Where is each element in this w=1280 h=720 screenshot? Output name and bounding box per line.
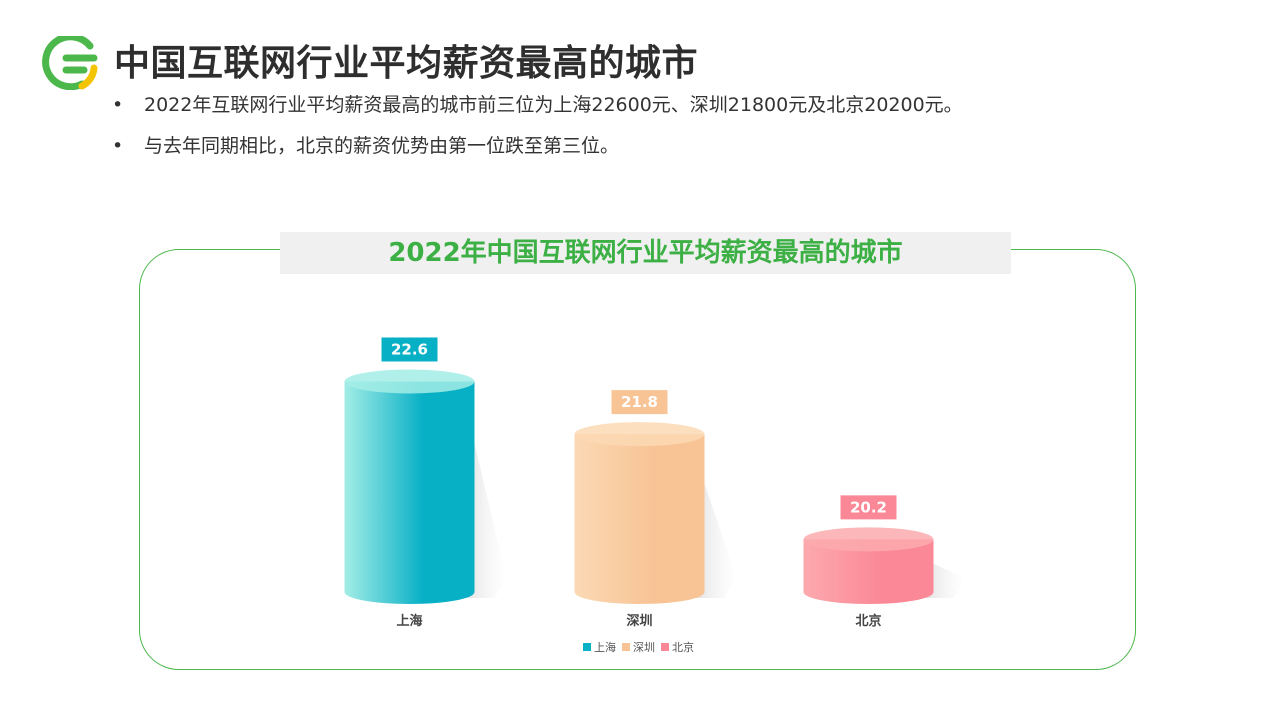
bar-top-上海 <box>344 369 475 394</box>
bar-top-深圳 <box>574 422 705 447</box>
legend-item: 北京 <box>661 640 694 654</box>
category-label: 深圳 <box>626 613 652 629</box>
bar-北京 <box>803 539 934 604</box>
bullet-dot: • <box>112 94 124 116</box>
bar-shadow <box>464 401 507 598</box>
bullet-text: 2022年互联网行业平均薪资最高的城市前三位为上海22600元、深圳21800元… <box>144 94 963 116</box>
bullet-item: • 与去年同期相比，北京的薪资优势由第一位跌至第三位。 <box>112 131 619 158</box>
legend-swatch <box>622 643 630 651</box>
data-label: 22.6 <box>391 340 428 358</box>
legend-label: 北京 <box>672 640 694 654</box>
legend-swatch <box>583 643 591 651</box>
category-label: 上海 <box>396 613 422 629</box>
chart-title: 2022年中国互联网行业平均薪资最高的城市 <box>280 232 1011 274</box>
data-label: 21.8 <box>621 393 658 411</box>
bullet-text: 与去年同期相比，北京的薪资优势由第一位跌至第三位。 <box>144 135 620 157</box>
bar-top-北京 <box>803 527 934 552</box>
category-label: 北京 <box>855 613 881 629</box>
bullet-item: • 2022年互联网行业平均薪资最高的城市前三位为上海22600元、深圳21800… <box>112 90 963 117</box>
data-label-box <box>381 337 438 362</box>
page-title: 中国互联网行业平均薪资最高的城市 <box>114 43 699 84</box>
data-label-box <box>840 495 897 520</box>
bullet-dot: • <box>112 135 124 157</box>
legend-item: 深圳 <box>622 641 655 654</box>
bar-shadow <box>923 559 966 598</box>
bar-shadow <box>694 454 737 598</box>
brand-logo-icon <box>42 36 98 90</box>
legend-swatch <box>661 643 669 651</box>
data-label-box <box>611 390 668 415</box>
legend-item: 上海 <box>583 640 616 654</box>
legend-label: 深圳 <box>633 641 655 654</box>
legend-label: 上海 <box>594 640 616 654</box>
data-label: 20.2 <box>850 498 887 516</box>
bar-上海 <box>344 381 475 604</box>
bar-深圳 <box>574 434 705 604</box>
